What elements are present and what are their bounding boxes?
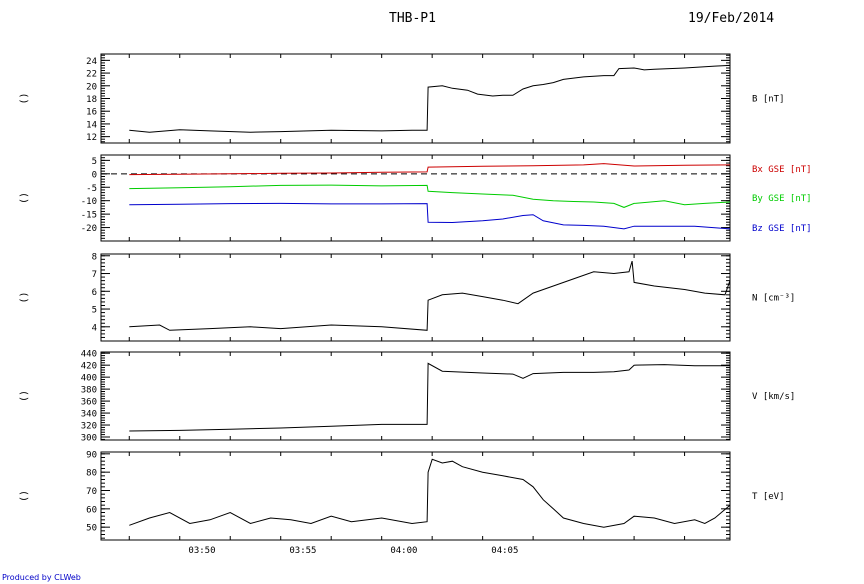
y-axis-label: V [km/s] bbox=[752, 392, 795, 402]
left-label: () bbox=[19, 291, 30, 303]
y-tick-label: 60 bbox=[86, 505, 97, 515]
series-line-1 bbox=[129, 184, 731, 208]
left-label: () bbox=[19, 192, 30, 204]
y-tick-label: -5 bbox=[86, 184, 97, 194]
x-tick-label: 03:50 bbox=[188, 546, 215, 556]
y-tick-label: -15 bbox=[81, 211, 97, 221]
y-axis-label: T [eV] bbox=[752, 492, 785, 502]
y-tick-label: 5 bbox=[92, 306, 97, 316]
y-tick-label: 6 bbox=[92, 288, 97, 298]
date-label: 19/Feb/2014 bbox=[688, 11, 775, 26]
y-tick-label: -10 bbox=[81, 197, 97, 207]
y-tick-label: 7 bbox=[92, 270, 97, 280]
series-line-0 bbox=[129, 64, 731, 133]
series-line-0 bbox=[129, 362, 730, 432]
panel-frame bbox=[100, 53, 731, 144]
y-tick-label: 4 bbox=[92, 323, 97, 333]
series-line-0 bbox=[129, 163, 731, 176]
y-tick-label: 5 bbox=[92, 157, 97, 167]
x-tick-label: 04:05 bbox=[491, 546, 518, 556]
y-tick-label: 18 bbox=[86, 95, 97, 105]
y-tick-label: 20 bbox=[86, 82, 97, 92]
legend-label: Bz GSE [nT] bbox=[752, 224, 812, 234]
panel-4: 50 60 70 80 90 T [eV] () 03:50 03:55 04:00 04:05 bbox=[19, 450, 785, 556]
y-tick-label: 16 bbox=[86, 108, 97, 118]
y-tick-label: 400 bbox=[81, 374, 97, 384]
series-line-0 bbox=[129, 458, 731, 528]
legend-label: Bx GSE [nT] bbox=[752, 165, 812, 175]
y-tick-label: 14 bbox=[86, 120, 97, 130]
credit-text: Produced by CLWeb bbox=[2, 573, 81, 582]
panel-0: 12 14 16 18 20 22 24 B [nT] () bbox=[19, 53, 785, 144]
y-tick-label: 320 bbox=[81, 422, 97, 432]
y-tick-label: 340 bbox=[81, 410, 97, 420]
panel-3: 300 320 340 360 380 400 420 440 V [km/s] () bbox=[19, 350, 795, 444]
y-tick-label: -20 bbox=[81, 224, 97, 234]
y-tick-label: 440 bbox=[81, 350, 97, 360]
page-title: THB-P1 bbox=[389, 11, 436, 26]
series-line-2 bbox=[129, 202, 731, 230]
panel-frame bbox=[100, 253, 731, 342]
y-tick-label: 420 bbox=[81, 362, 97, 372]
y-tick-label: 300 bbox=[81, 434, 97, 444]
y-tick-label: 12 bbox=[86, 133, 97, 143]
y-tick-label: 24 bbox=[86, 57, 97, 67]
series-line-0 bbox=[129, 260, 731, 331]
y-tick-label: 90 bbox=[86, 450, 97, 460]
y-tick-label: 380 bbox=[81, 386, 97, 396]
y-axis-label: B [nT] bbox=[752, 95, 785, 105]
y-tick-label: 70 bbox=[86, 487, 97, 497]
left-label: () bbox=[19, 92, 30, 104]
panel-1: 5 0 -5 -10 -15 -20 Bx GSE [nT] By GSE [nT] Bz GS… bbox=[19, 154, 812, 242]
panel-2: 4 5 6 7 8 N [cm⁻³] () bbox=[19, 252, 795, 342]
y-tick-label: 80 bbox=[86, 469, 97, 479]
legend-label: By GSE [nT] bbox=[752, 194, 812, 204]
y-axis-label: N [cm⁻³] bbox=[752, 294, 795, 304]
left-label: () bbox=[19, 490, 30, 502]
x-tick-label: 03:55 bbox=[289, 546, 316, 556]
left-label: () bbox=[19, 390, 30, 402]
y-tick-label: 8 bbox=[92, 252, 97, 262]
x-tick-label: 04:00 bbox=[390, 546, 417, 556]
y-tick-label: 50 bbox=[86, 524, 97, 534]
y-tick-label: 0 bbox=[92, 170, 97, 180]
panel-frame bbox=[100, 451, 731, 541]
y-tick-label: 360 bbox=[81, 398, 97, 408]
y-tick-label: 22 bbox=[86, 70, 97, 80]
panel-frame bbox=[100, 154, 731, 242]
